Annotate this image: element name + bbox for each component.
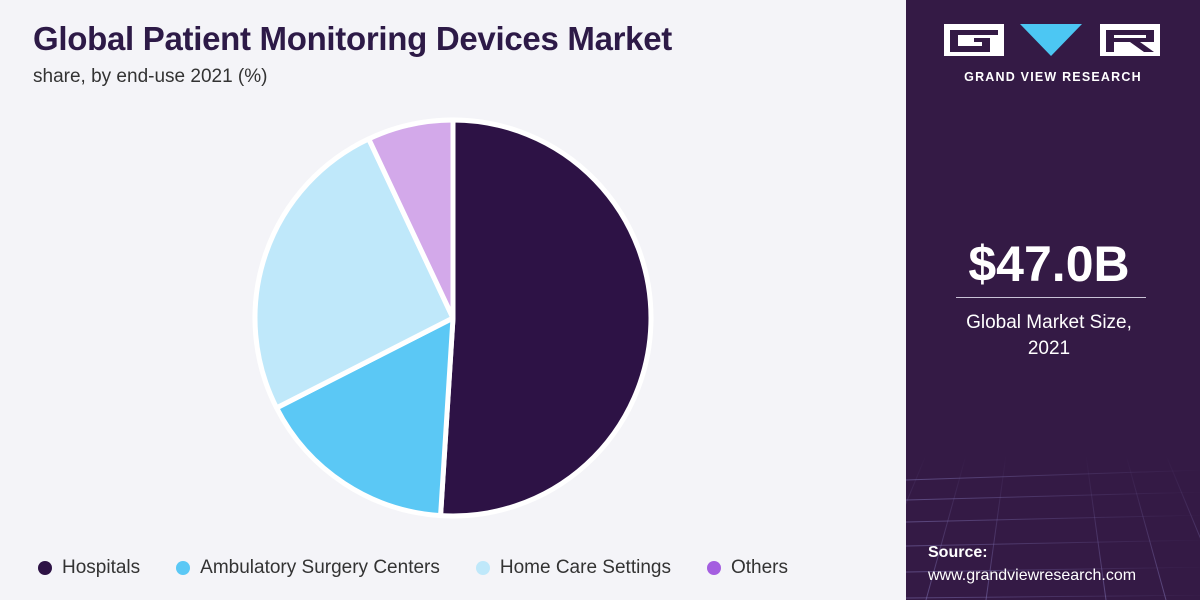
legend-item-hospitals: Hospitals <box>38 557 140 579</box>
legend-item-others: Others <box>706 557 788 579</box>
legend-swatch-home-care-settings <box>475 561 490 575</box>
pie-slice-hospitals <box>438 117 654 519</box>
legend-label-others: Others <box>730 557 788 578</box>
chart-title: Global Patient Monitoring Devices Market <box>33 20 672 57</box>
chart-legend: Hospitals Ambulatory Surgery Centers Hom… <box>38 553 824 583</box>
legend-item-ambulatory-surgery-centers: Ambulatory Surgery Centers <box>176 557 440 579</box>
legend-swatch-hospitals <box>38 561 52 575</box>
source-label: Source: <box>928 544 988 561</box>
market-size-caption-line1: Global Market Size, <box>966 312 1132 333</box>
market-size-value: $47.0B <box>968 236 1130 292</box>
brand-name: GRAND VIEW RESEARCH <box>964 70 1142 84</box>
pie-slice-others <box>366 117 456 321</box>
legend-label-home-care-settings: Home Care Settings <box>499 557 671 578</box>
pie-slice-home-care-settings <box>252 136 456 411</box>
market-size-caption-line2: 2021 <box>1027 338 1071 359</box>
legend-label-ambulatory-surgery-centers: Ambulatory Surgery Centers <box>200 557 440 578</box>
chart-subtitle: share, by end-use 2021 (%) <box>33 66 268 87</box>
background-grid-graphic <box>906 454 1200 600</box>
legend-swatch-others <box>706 561 721 575</box>
divider <box>956 297 1146 298</box>
legend-label-hospitals: Hospitals <box>62 557 141 578</box>
pie-chart <box>252 117 654 519</box>
grand-view-research-logo <box>944 24 1160 56</box>
source-link[interactable]: www.grandviewresearch.com <box>928 567 1137 584</box>
legend-swatch-ambulatory-surgery-centers <box>176 561 191 575</box>
legend-item-home-care-settings: Home Care Settings <box>475 557 671 579</box>
sidebar-panel: GRAND VIEW RESEARCH $47.0B Global Market… <box>906 0 1200 600</box>
chart-panel: Global Patient Monitoring Devices Market… <box>33 20 824 583</box>
market-size-caption: Global Market Size, 2021 <box>906 310 1192 362</box>
pie-slice-ambulatory-surgery-centers <box>274 315 456 519</box>
